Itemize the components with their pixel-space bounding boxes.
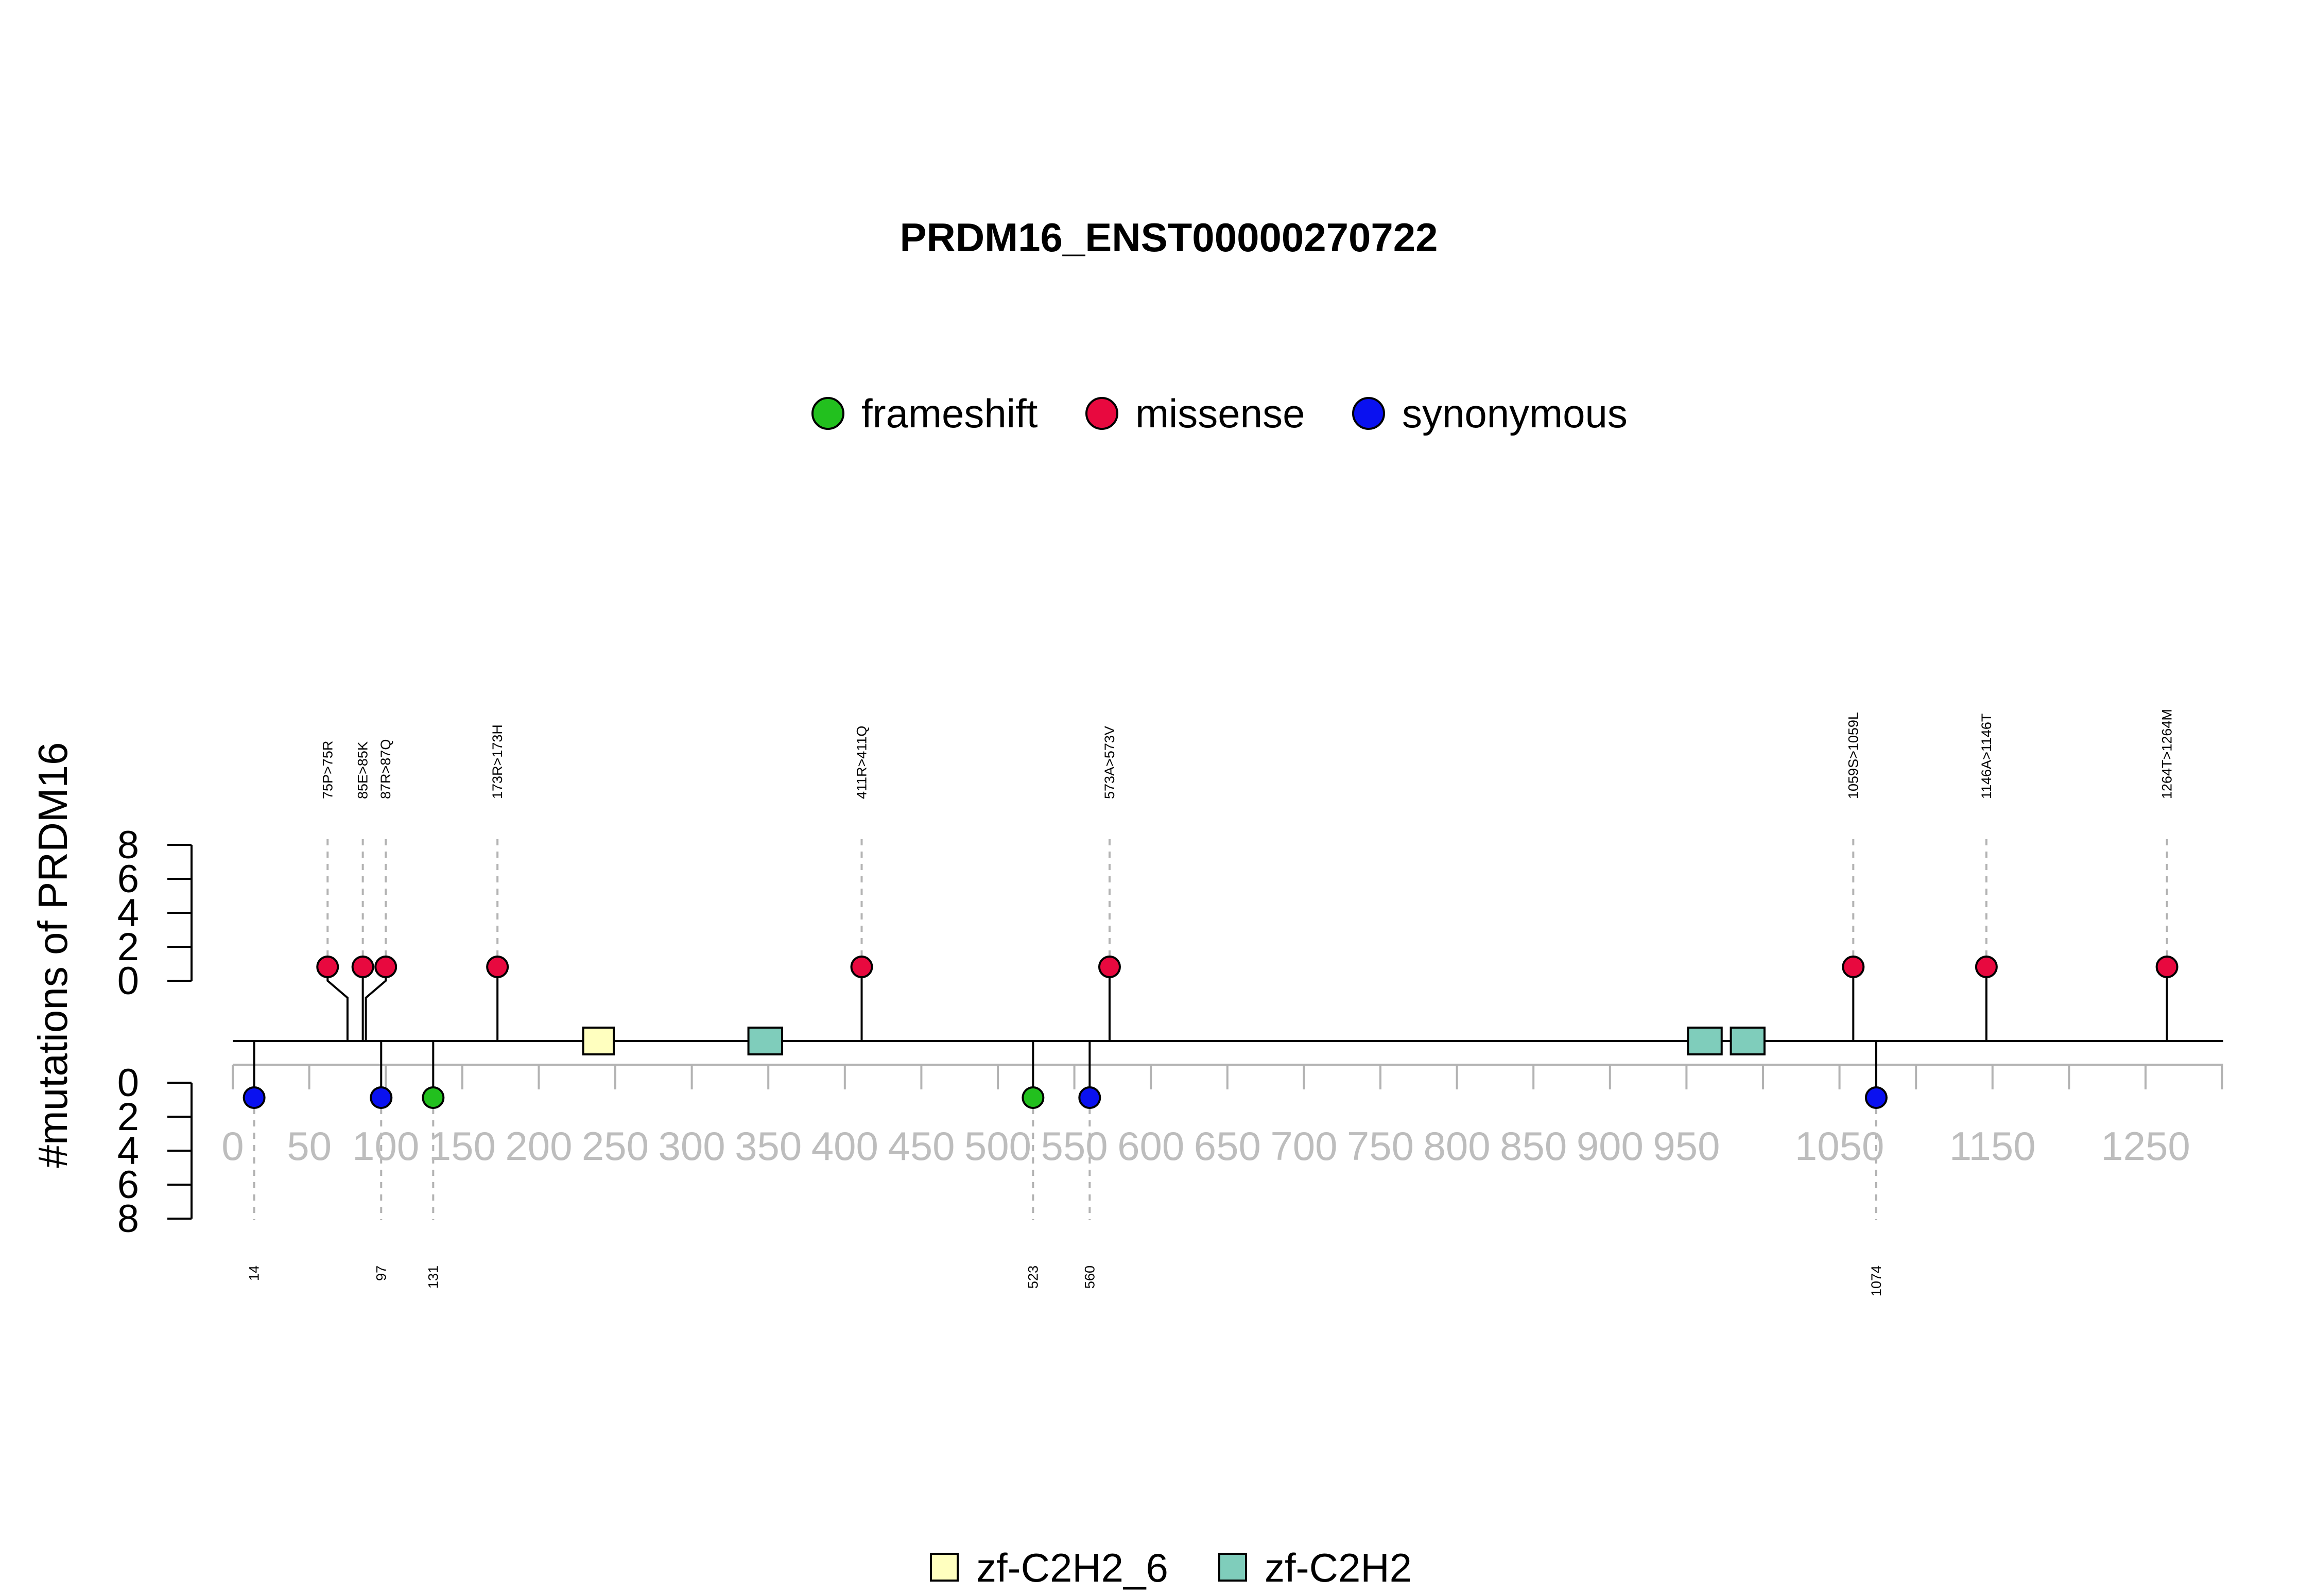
mutation-label: 411R>411Q bbox=[854, 726, 869, 799]
x-tick-label: 200 bbox=[505, 1123, 572, 1169]
mutation-label: 560 bbox=[1082, 1265, 1097, 1289]
mutation-point-frameshift bbox=[1022, 1086, 1045, 1109]
y-tick-label-bottom: 8 bbox=[117, 1197, 139, 1241]
mutation-label: 97 bbox=[373, 1265, 389, 1281]
legend-swatch-frameshift bbox=[811, 397, 844, 430]
y-tick-label-top: 0 bbox=[117, 959, 139, 1003]
domain-legend: zf-C2H2_6 zf-C2H2 bbox=[930, 1545, 1412, 1590]
mutation-point-frameshift bbox=[422, 1086, 445, 1109]
y-tick-label-bottom: 6 bbox=[117, 1163, 139, 1207]
mutation-label: 523 bbox=[1025, 1265, 1041, 1289]
mutation-point-missense bbox=[850, 956, 873, 978]
mutation-label: 573A>573V bbox=[1102, 726, 1117, 799]
y-tick-label-top: 6 bbox=[117, 857, 139, 901]
mutation-point-missense bbox=[2155, 956, 2178, 978]
mutation-point-synonymous bbox=[370, 1086, 393, 1109]
x-tick-label: 1050 bbox=[1795, 1123, 1884, 1169]
mutation-label: 75P>75R bbox=[320, 741, 335, 799]
y-tick-label-bottom: 4 bbox=[117, 1129, 139, 1173]
x-tick-label: 150 bbox=[429, 1123, 496, 1169]
y-tick-label-bottom: 2 bbox=[117, 1095, 139, 1139]
legend-swatch-zf-C2H2_6 bbox=[930, 1553, 959, 1582]
domain-zf-C2H2 bbox=[1730, 1027, 1766, 1055]
mutation-label: 1074 bbox=[1869, 1265, 1884, 1296]
legend-label: synonymous bbox=[1402, 391, 1628, 436]
mutation-point-missense bbox=[1098, 956, 1121, 978]
mutation-point-missense bbox=[1842, 956, 1865, 978]
mutation-label: 1059S>1059L bbox=[1845, 712, 1861, 799]
y-axis-label: #mutations of PRDM16 bbox=[30, 742, 76, 1168]
x-tick-label: 300 bbox=[659, 1123, 725, 1169]
mutation-label: 1146A>1146T bbox=[1979, 714, 1994, 799]
x-tick-label: 400 bbox=[811, 1123, 878, 1169]
x-tick-label: 850 bbox=[1500, 1123, 1567, 1169]
x-tick-label: 750 bbox=[1347, 1123, 1414, 1169]
legend-label: zf-C2H2 bbox=[1265, 1545, 1412, 1590]
x-axis: 0 50 100 150 200 250 300 350 400 450 500 550 600 650 7… bbox=[221, 1064, 2223, 1169]
mutation-stem bbox=[326, 967, 349, 1041]
mutation-point-missense bbox=[486, 956, 509, 978]
mutation-point-missense bbox=[1975, 956, 1998, 978]
x-tick-label: 450 bbox=[888, 1123, 955, 1169]
y-tick-label-top: 4 bbox=[117, 891, 139, 935]
legend-label: zf-C2H2_6 bbox=[976, 1545, 1168, 1590]
x-tick-label: 0 bbox=[221, 1123, 244, 1169]
mutation-stem bbox=[365, 967, 387, 1041]
legend-swatch-zf-C2H2 bbox=[1218, 1553, 1247, 1582]
legend-label: frameshift bbox=[861, 391, 1038, 436]
domain-zf-C2H2 bbox=[747, 1027, 783, 1055]
mutation-labels: 75P>75R 85E>85K 87R>87Q 173R>173H 411R>411Q 5… bbox=[247, 709, 2175, 1296]
chart-title: PRDM16_ENST00000270722 bbox=[900, 215, 1438, 260]
x-tick-label: 900 bbox=[1577, 1123, 1644, 1169]
x-tick-label: 250 bbox=[582, 1123, 649, 1169]
y-tick-label-top: 8 bbox=[117, 823, 139, 867]
x-tick-label: 100 bbox=[352, 1123, 419, 1169]
x-tick-label: 600 bbox=[1117, 1123, 1184, 1169]
mutation-legend: frameshift missense synonymous bbox=[811, 391, 1628, 436]
mutation-points bbox=[243, 956, 2178, 1109]
x-tick-label: 500 bbox=[964, 1123, 1031, 1169]
lollipop-stems bbox=[253, 967, 2168, 1098]
protein-domains bbox=[582, 1027, 1766, 1055]
x-tick-label: 800 bbox=[1424, 1123, 1491, 1169]
mutation-point-missense bbox=[351, 956, 374, 978]
mutation-label: 1264T>1264M bbox=[2159, 709, 2175, 799]
mutation-point-synonymous bbox=[1864, 1086, 1888, 1109]
legend-swatch-synonymous bbox=[1352, 397, 1385, 430]
x-tick-label: 1150 bbox=[1949, 1123, 2036, 1169]
mutation-point-synonymous bbox=[243, 1086, 266, 1109]
x-tick-label: 550 bbox=[1041, 1123, 1108, 1169]
mutation-point-missense bbox=[374, 956, 397, 978]
mutation-label: 173R>173H bbox=[490, 724, 505, 799]
mutation-label: 14 bbox=[247, 1265, 262, 1281]
legend-label: missense bbox=[1135, 391, 1305, 436]
mutation-label: 85E>85K bbox=[355, 741, 371, 799]
mutation-point-missense bbox=[316, 956, 339, 978]
y-tick-label-top: 2 bbox=[117, 925, 139, 969]
x-tick-label: 950 bbox=[1653, 1123, 1720, 1169]
legend-swatch-missense bbox=[1085, 397, 1118, 430]
domain-zf-C2H2_6 bbox=[582, 1027, 615, 1055]
mutation-label: 131 bbox=[425, 1265, 441, 1289]
domain-zf-C2H2 bbox=[1687, 1027, 1723, 1055]
mutation-label: 87R>87Q bbox=[378, 739, 393, 799]
x-tick-label: 700 bbox=[1270, 1123, 1337, 1169]
x-tick-label: 350 bbox=[735, 1123, 802, 1169]
mutation-point-synonymous bbox=[1078, 1086, 1101, 1109]
x-tick-label: 650 bbox=[1194, 1123, 1261, 1169]
x-tick-label: 50 bbox=[287, 1123, 332, 1169]
y-tick-label-bottom: 0 bbox=[117, 1061, 139, 1105]
x-tick-label: 1250 bbox=[2101, 1123, 2190, 1169]
